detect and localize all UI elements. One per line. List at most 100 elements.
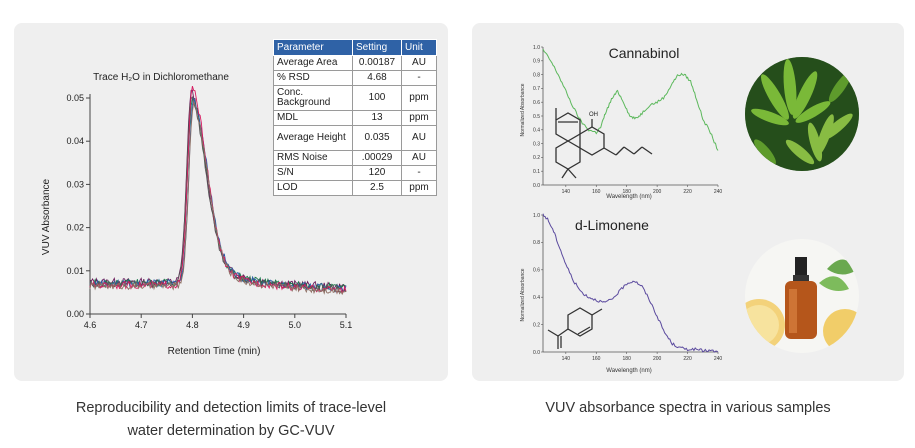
x-tick-label: 180 (623, 356, 632, 362)
setting-cell: 0.035 (352, 125, 402, 151)
unit-cell: ppm (401, 85, 437, 111)
x-tick-label: 220 (683, 356, 692, 362)
unit-cell: AU (401, 150, 437, 166)
setting-cell: .00029 (352, 150, 402, 166)
y-tick-label: 1.0 (533, 45, 540, 51)
x-tick-label: 5.1 (340, 320, 353, 330)
cannabis-leaf-illustration (745, 57, 859, 171)
header-parameter: Parameter (273, 39, 353, 56)
y-tick-label: 0.9 (533, 59, 540, 65)
limonene-title: d-Limonene (575, 217, 649, 233)
table-row: % RSD 4.68 - (273, 70, 437, 86)
table-header-row: Parameter Setting Unit (273, 39, 437, 56)
y-tick-label: 0.4 (533, 295, 540, 301)
y-tick-label: 0.02 (66, 223, 84, 233)
x-tick-label: 4.6 (84, 320, 97, 330)
param-cell: % RSD (273, 70, 353, 86)
table-row: RMS Noise .00029 AU (273, 150, 437, 166)
y-tick-label: 0.6 (533, 100, 540, 106)
spectra-charts: Cannabinol Normalized Absorbance Wavelen… (520, 45, 722, 374)
y-tick-label: 0.7 (533, 86, 540, 92)
table-row: Average Height 0.035 AU (273, 125, 437, 151)
y-tick-label: 0.6 (533, 268, 540, 274)
cannabinol-title: Cannabinol (609, 45, 680, 61)
y-tick-label: 0.0 (533, 350, 540, 356)
y-tick-label: 0.4 (533, 128, 540, 134)
setting-cell: 13 (352, 110, 402, 126)
table-row: LOD 2.5 ppm (273, 180, 437, 196)
cannabinol-y-label: Normalized Absorbance (520, 83, 526, 136)
y-tick-label: 0.0 (533, 183, 540, 189)
spectra-panel: Cannabinol Normalized Absorbance Wavelen… (472, 23, 904, 381)
unit-cell: AU (401, 55, 437, 71)
param-cell: MDL (273, 110, 353, 126)
x-axis-label: Retention Time (min) (168, 346, 261, 357)
x-tick-label: 5.0 (289, 320, 302, 330)
y-tick-label: 0.8 (533, 240, 540, 246)
caption-text: VUV absorbance spectra in various sample… (545, 400, 831, 416)
setting-cell: 100 (352, 85, 402, 111)
chromatogram-series-line (89, 100, 347, 296)
x-tick-label: 200 (653, 189, 662, 195)
limonene-structure (547, 307, 603, 349)
y-tick-label: 0.5 (533, 114, 540, 120)
spectra-caption: VUV absorbance spectra in various sample… (472, 397, 904, 420)
unit-cell: AU (401, 125, 437, 151)
y-tick-label: 0.8 (533, 72, 540, 78)
param-cell: Average Height (273, 125, 353, 151)
y-tick-label: 0.2 (533, 322, 540, 328)
header-unit: Unit (401, 39, 437, 56)
limonene-x-label: Wavelength (nm) (606, 368, 651, 374)
setting-cell: 120 (352, 165, 402, 181)
y-axis-label: VUV Absorbance (41, 178, 52, 255)
chromatogram-caption: Reproducibility and detection limits of … (14, 397, 448, 443)
setting-cell: 2.5 (352, 180, 402, 196)
limonene-y-label: Normalized Absorbance (520, 268, 526, 321)
y-tick-label: 0.1 (533, 169, 540, 175)
y-tick-label: 0.3 (533, 141, 540, 147)
x-tick-label: 160 (592, 189, 601, 195)
param-cell: S/N (273, 165, 353, 181)
caption-line-1: Reproducibility and detection limits of … (75, 400, 387, 416)
table-row: Conc. Background 100 ppm (273, 85, 437, 111)
table-row: Average Area 0.00187 AU (273, 55, 437, 71)
chart-title: Trace H₂O in Dichloromethane (93, 72, 229, 83)
x-tick-label: 240 (714, 356, 723, 362)
y-tick-label: 1.0 (533, 213, 540, 219)
caption-line-2: water determination by GC-VUV (127, 423, 335, 439)
cannabinol-x-label: Wavelength (nm) (606, 194, 651, 200)
param-cell: Conc. Background (273, 85, 353, 111)
x-tick-label: 4.7 (135, 320, 148, 330)
oh-label: OH (589, 112, 598, 118)
table-row: MDL 13 ppm (273, 110, 437, 126)
x-tick-label: 4.8 (186, 320, 199, 330)
spectrum-series-line (542, 48, 719, 151)
unit-cell: ppm (401, 180, 437, 196)
param-cell: RMS Noise (273, 150, 353, 166)
y-tick-label: 0.01 (66, 266, 84, 276)
chromatogram-panel: Trace H₂O in Dichloromethane VUV Absorba… (14, 23, 448, 381)
y-tick-label: 0.05 (66, 93, 84, 103)
parameter-table: Parameter Setting Unit Average Area 0.00… (273, 39, 437, 196)
param-cell: LOD (273, 180, 353, 196)
setting-cell: 0.00187 (352, 55, 402, 71)
x-tick-label: 140 (562, 189, 571, 195)
cannabinol-chart: Cannabinol Normalized Absorbance Wavelen… (520, 45, 722, 200)
essential-oil-illustration (745, 239, 859, 353)
limonene-chart: d-Limonene Normalized Absorbance Wavelen… (520, 213, 722, 374)
x-tick-label: 160 (592, 356, 601, 362)
cannabis-leaf-image (745, 57, 859, 171)
x-tick-label: 140 (562, 356, 571, 362)
x-tick-label: 240 (714, 189, 723, 195)
header-setting: Setting (352, 39, 402, 56)
x-tick-label: 4.9 (237, 320, 250, 330)
param-cell: Average Area (273, 55, 353, 71)
x-tick-label: 220 (683, 189, 692, 195)
unit-cell: - (401, 70, 437, 86)
setting-cell: 4.68 (352, 70, 402, 86)
y-tick-label: 0.04 (66, 136, 84, 146)
unit-cell: ppm (401, 110, 437, 126)
unit-cell: - (401, 165, 437, 181)
essential-oil-image (745, 239, 859, 353)
spectrum-series-line (542, 213, 719, 353)
